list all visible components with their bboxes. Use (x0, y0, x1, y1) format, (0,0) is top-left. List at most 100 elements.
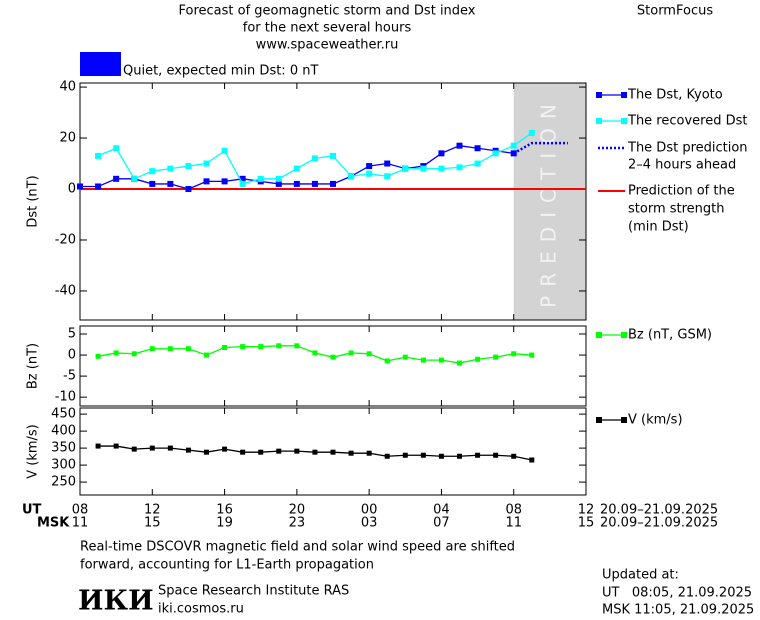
updated-time: MSK 11:05, 21.09.2025 (602, 603, 754, 618)
point (475, 356, 481, 362)
point (438, 150, 445, 157)
legend-label: 2–4 hours ahead (628, 158, 736, 173)
panel-frame (79, 325, 587, 407)
x-tick-label: 19 (216, 516, 233, 531)
point (275, 180, 282, 187)
point (438, 453, 444, 459)
point (275, 175, 282, 182)
point (474, 160, 481, 167)
legend-label: Bz (nT, GSM) (628, 328, 712, 343)
point (167, 180, 174, 187)
point (420, 452, 426, 458)
y-tick-label: 0 (68, 182, 76, 197)
point (457, 360, 462, 366)
point (149, 168, 156, 175)
date-range: 20.09–21.09.2025 (600, 503, 718, 518)
point (95, 353, 101, 359)
y-tick-label: 350 (51, 441, 76, 456)
point (167, 165, 174, 172)
point (384, 453, 390, 459)
title-url: www.spaceweather.ru (256, 38, 399, 53)
point (149, 180, 156, 187)
status-box (80, 52, 121, 76)
x-row-label: MSK (37, 516, 70, 531)
point (456, 164, 463, 171)
legend-marker (596, 417, 602, 423)
point (366, 450, 372, 456)
y-tick-label: 40 (59, 80, 76, 95)
point (312, 350, 318, 356)
point (77, 183, 83, 190)
x-tick-label: 08 (72, 503, 89, 518)
point (348, 350, 354, 356)
point (258, 449, 264, 455)
legend-label: Prediction of the (628, 184, 735, 199)
prediction-label: PREDICTION (536, 95, 560, 308)
point (402, 452, 408, 458)
point (276, 448, 282, 454)
point (529, 457, 535, 463)
point (239, 180, 246, 187)
point (493, 354, 499, 360)
point (330, 449, 336, 455)
legend-marker (596, 92, 602, 98)
legend-label: V (km/s) (628, 413, 683, 428)
point (185, 163, 192, 170)
point (204, 352, 209, 358)
y-tick-label: 450 (51, 407, 76, 422)
point (167, 445, 173, 451)
point (402, 354, 408, 360)
prediction-zone (513, 83, 586, 320)
y-axis-label: Bz (nT) (26, 343, 41, 389)
y-axis-label: V (km/s) (26, 424, 41, 479)
point (222, 344, 228, 350)
x-tick-label: 12 (578, 503, 595, 518)
point (203, 160, 210, 167)
updated-label: Updated at: (602, 568, 679, 583)
x-tick-label: 11 (505, 516, 522, 531)
point (113, 443, 119, 449)
x-tick-label: 12 (144, 503, 161, 518)
point (131, 351, 137, 357)
x-tick-label: 04 (433, 503, 450, 518)
series-line (513, 141, 568, 155)
x-tick-label: 23 (289, 516, 306, 531)
point (131, 446, 137, 452)
point (204, 449, 209, 455)
note: Real-time DSCOVR magnetic field and sola… (80, 540, 515, 555)
x-tick-label: 15 (144, 516, 161, 531)
point (438, 165, 445, 172)
point (348, 173, 355, 180)
point (240, 449, 246, 455)
point (239, 175, 246, 182)
point (131, 175, 138, 182)
point (511, 453, 517, 459)
point (293, 165, 300, 172)
point (311, 155, 318, 162)
point (366, 351, 372, 357)
point (293, 180, 300, 187)
x-row-label: UT (22, 503, 42, 518)
x-tick-label: 00 (361, 503, 378, 518)
y-tick-label: 0 (68, 348, 76, 363)
point (474, 145, 481, 152)
y-tick-label: -40 (55, 283, 76, 298)
point (330, 152, 336, 159)
point (511, 351, 517, 357)
point (113, 350, 119, 356)
point (203, 178, 210, 185)
point (185, 447, 191, 453)
y-tick-label: -20 (55, 232, 76, 247)
title: Forecast of geomagnetic storm and Dst in… (178, 4, 475, 19)
x-tick-label: 20 (289, 503, 306, 518)
point (221, 178, 228, 185)
legend-label: The recovered Dst (627, 114, 747, 129)
legend-marker (621, 92, 627, 98)
updated-time: UT 08:05, 21.09.2025 (602, 586, 752, 601)
legend-marker (621, 417, 627, 423)
point (528, 129, 535, 136)
point (113, 175, 120, 182)
legend-label: (min Dst) (628, 220, 689, 235)
point (420, 165, 427, 172)
